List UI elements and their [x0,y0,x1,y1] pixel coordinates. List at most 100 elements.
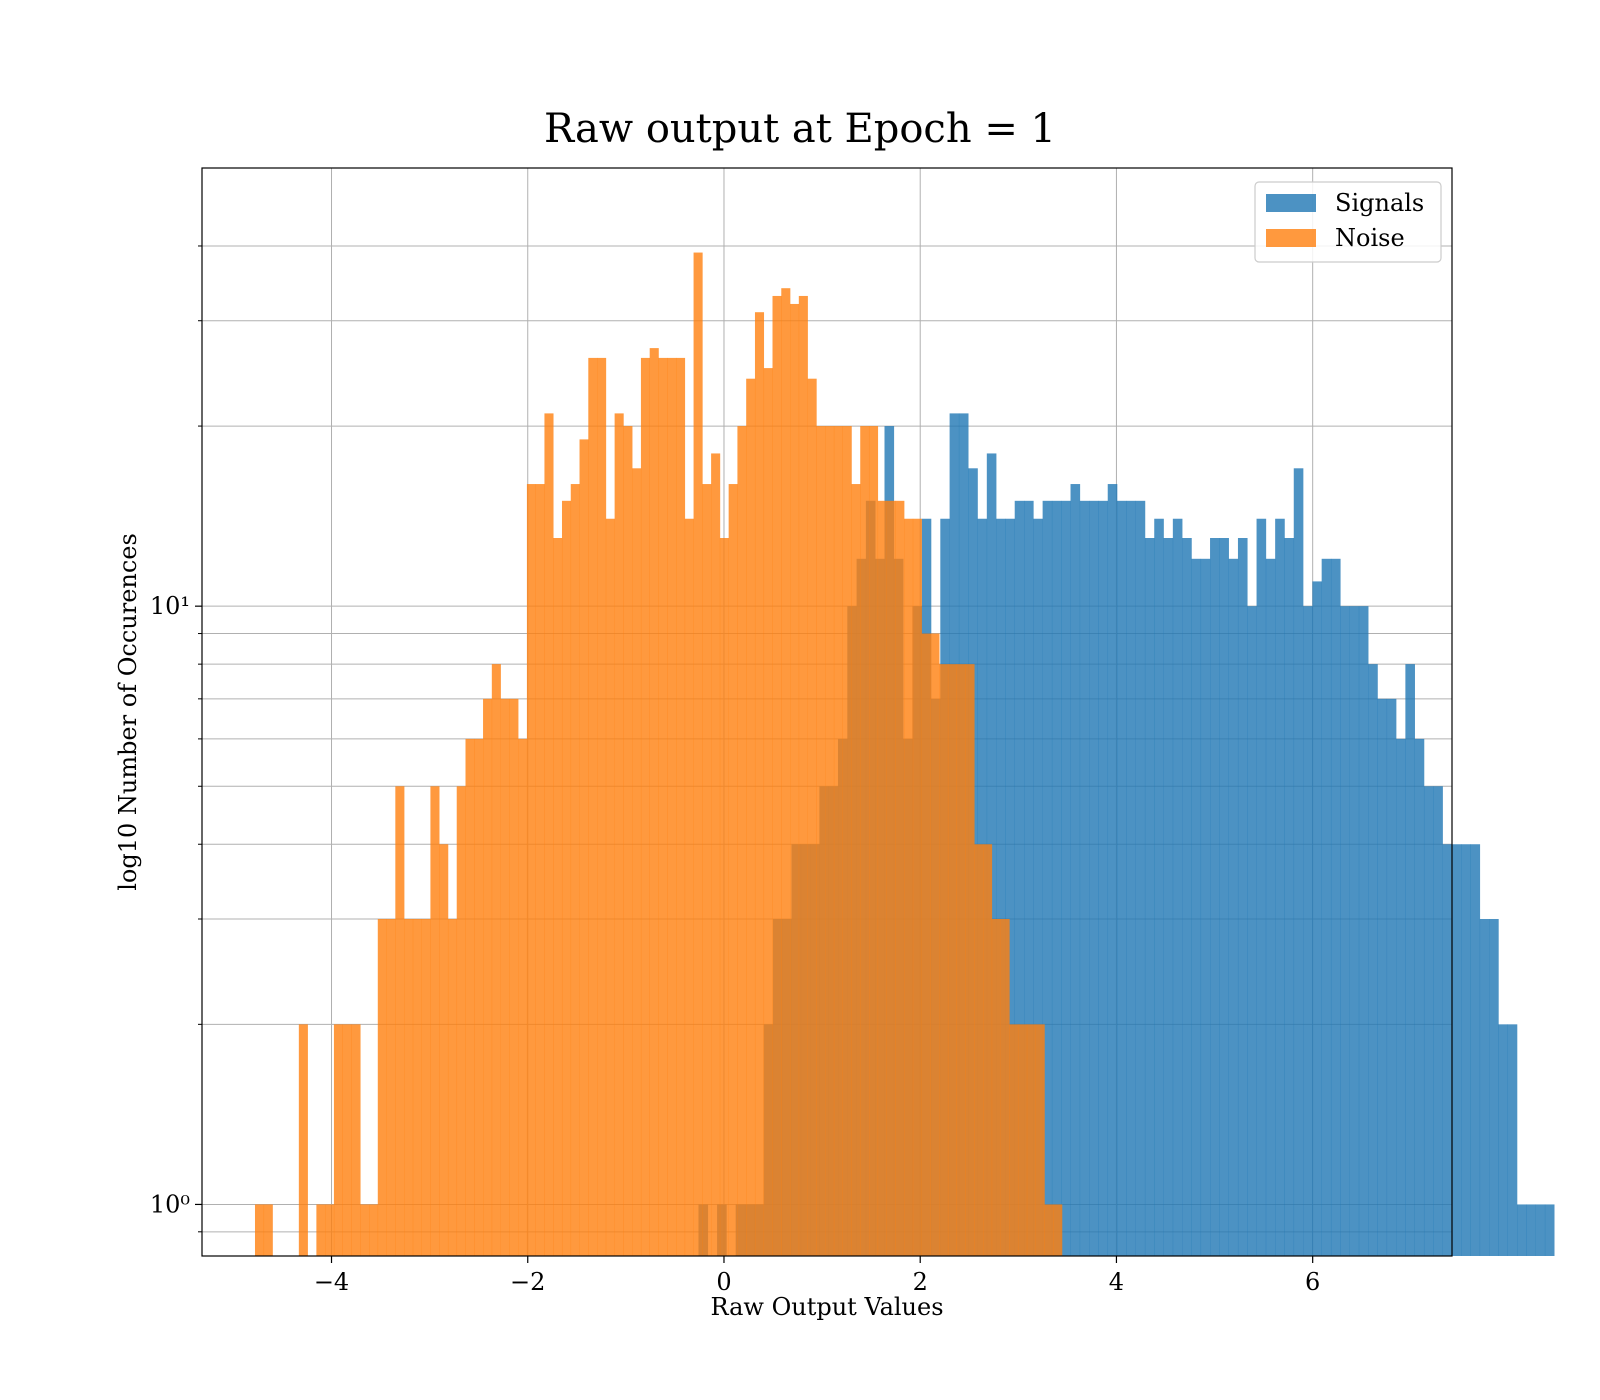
histogram-bar [1284,537,1295,1256]
legend-label-noise: Noise [1335,224,1405,252]
histogram-bar [605,518,615,1256]
histogram-bar [781,288,791,1256]
histogram-bar [1489,918,1499,1256]
histogram-bar [825,426,835,1257]
histogram-bar [798,295,808,1257]
histogram-bar [474,738,484,1256]
legend-swatch-signals [1266,194,1316,212]
histogram-bar [842,426,852,1257]
legend-swatch-noise [1266,229,1316,247]
histogram-bar [1210,537,1220,1256]
histogram-bar [1433,786,1443,1256]
histogram-bar [1219,537,1229,1256]
y-axis-ticks: 10⁰ 10¹ [150,245,202,1233]
histogram-bar [1200,558,1211,1256]
histogram-bar [351,1024,361,1256]
histogram-bar [1470,844,1481,1256]
histogram-bar [588,357,598,1256]
histogram-bar [1526,1204,1536,1256]
histogram-bar [1026,1024,1036,1256]
histogram-bar [956,664,966,1256]
histogram-bar [1516,1204,1527,1256]
histogram-bar [1368,664,1378,1256]
histogram-bar [1172,518,1183,1256]
histogram-bar [1117,500,1127,1256]
histogram-bar [1303,606,1313,1256]
histogram-bar [465,738,475,1256]
histogram-bar [1005,518,1016,1256]
histogram-bar [991,918,1001,1256]
histogram-bar [509,698,519,1256]
histogram-bar [1386,698,1397,1256]
histogram-bar [325,1204,335,1256]
histogram-bar [974,844,984,1256]
histogram-bar [1014,500,1025,1256]
histogram-bar [597,357,607,1256]
histogram-bar [1507,1024,1518,1256]
histogram-bar [912,518,922,1256]
histogram-bar [395,786,405,1256]
histogram-bar [1321,558,1332,1256]
histogram-bar [430,786,440,1256]
x-axis-label: Raw Output Values [710,1293,943,1321]
x-tick-label: −4 [314,1268,349,1296]
histogram-bar [996,518,1006,1256]
y-tick-label: 10¹ [150,592,190,620]
x-tick-label: 0 [716,1268,731,1296]
histogram-bar [518,738,528,1256]
histogram-bar [860,426,870,1257]
histogram-bar [1451,844,1462,1256]
histogram-bar [342,1024,352,1256]
histogram-bar [807,378,817,1256]
histogram-bar [658,357,668,1256]
histogram-bar [623,426,633,1257]
histogram-bar [1191,558,1202,1256]
histogram-bar [965,664,975,1256]
histogram-bar [1396,738,1406,1256]
histogram-bars [254,252,1555,1257]
legend-label-signals: Signals [1335,189,1424,217]
chart-title: Raw output at Epoch = 1 [544,106,1056,152]
histogram-bar [1265,558,1276,1256]
histogram-bar [561,500,572,1256]
histogram-bar [439,844,449,1256]
x-tick-label: 6 [1305,1268,1320,1296]
histogram-bar [1044,1204,1054,1256]
histogram-bar [1312,581,1322,1256]
histogram-bar [667,357,677,1256]
histogram-bar [772,295,782,1257]
histogram-bar [1442,844,1453,1256]
histogram-bar [544,413,554,1257]
histogram-bar [904,518,914,1256]
histogram-bar [1330,558,1341,1256]
histogram-bar [886,500,896,1256]
histogram-bar [447,918,458,1256]
histogram-bar [1498,1024,1508,1256]
histogram-bar [676,357,686,1256]
histogram-bar [421,918,431,1256]
histogram-bar [868,426,879,1257]
histogram-bar [1237,537,1248,1256]
histogram-bar [360,1204,370,1256]
histogram-bar [491,664,501,1256]
histogram-bar [1182,537,1192,1256]
histogram-bar [377,918,387,1256]
histogram-bar [1535,1204,1546,1256]
histogram-bar [333,1024,343,1256]
histogram-bar [816,426,826,1257]
histogram-bar [1423,786,1434,1256]
histogram-bar [737,426,747,1257]
histogram-bar [1024,500,1034,1256]
histogram-bar [632,468,642,1256]
histogram-bar [719,537,729,1256]
histogram-bar [1135,500,1146,1256]
histogram-bar [1293,468,1304,1256]
y-tick-label: 10⁰ [150,1190,190,1218]
histogram-bar [1377,698,1388,1256]
histogram-bar [316,1204,326,1256]
histogram-bar [1126,500,1136,1256]
histogram-bar [500,698,510,1256]
histogram-bar [1256,518,1267,1256]
histogram-bar [790,303,800,1257]
